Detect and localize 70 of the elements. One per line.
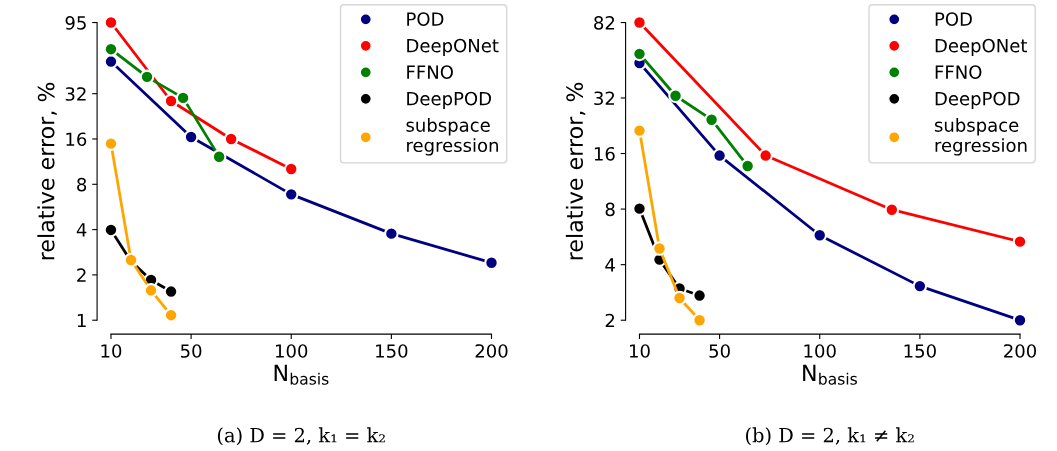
legend-label: subspace regression — [406, 117, 498, 156]
x-tick-label: 10 — [629, 344, 650, 358]
point — [668, 88, 683, 104]
point — [283, 187, 299, 202]
point — [283, 161, 299, 177]
point — [712, 148, 727, 163]
point — [163, 93, 179, 109]
y-tick-label: 82 — [594, 16, 615, 30]
y-tick-label: 4 — [76, 223, 87, 237]
y-tick-label: 16 — [66, 132, 87, 147]
legend-label: FFNO — [935, 65, 982, 79]
point — [163, 284, 179, 299]
y-tick-label: 8 — [605, 202, 615, 217]
point — [103, 222, 119, 238]
point — [103, 15, 119, 30]
x-tick-label: 50 — [181, 344, 202, 358]
x-tick-label: 50 — [709, 344, 730, 358]
x-tick-label: 150 — [376, 344, 408, 358]
y-tick-label: 95 — [65, 16, 86, 30]
x-tick-label: 200 — [475, 344, 508, 358]
legend-label: POD — [935, 12, 972, 26]
y-tick-label: 2 — [77, 268, 86, 282]
legend-label: POD — [407, 12, 444, 26]
legend-label: subspace regression — [934, 117, 1027, 156]
legend-label: DeepPOD — [407, 91, 491, 109]
y-tick-label: 4 — [605, 258, 615, 272]
point — [632, 123, 647, 138]
point — [384, 226, 399, 241]
point — [1012, 234, 1028, 249]
point — [692, 288, 707, 303]
x-tick-label: 100 — [275, 344, 308, 358]
y-tick-label: 8 — [77, 177, 87, 192]
point — [692, 312, 707, 328]
y-axis-title: relative error, % — [37, 82, 57, 260]
x-tick-label: 100 — [804, 344, 836, 358]
legend-label: DeepONet — [407, 38, 499, 56]
point — [183, 129, 199, 145]
x-tick-label: 150 — [904, 344, 936, 358]
y-tick-label: 16 — [594, 146, 615, 161]
point — [143, 283, 159, 298]
point — [652, 241, 667, 256]
point — [632, 46, 647, 62]
legend-label: DeepPOD — [935, 91, 1020, 109]
y-tick-label: 2 — [605, 313, 615, 328]
point — [175, 90, 191, 106]
point — [884, 202, 900, 217]
point — [211, 149, 227, 164]
y-axis-title: relative error, % — [565, 82, 586, 260]
point — [163, 307, 179, 323]
point — [632, 201, 647, 216]
text: (a) D = 2, k₁ = k₂ — [217, 427, 385, 446]
x-tick-label: 200 — [1004, 344, 1037, 358]
point — [632, 15, 647, 30]
x-tick-label: 10 — [101, 344, 122, 358]
text: (b) D = 2, k₁ ≠ k₂ — [745, 427, 914, 446]
x-axis-title: N$_{basis}$ — [803, 364, 857, 385]
point — [758, 148, 773, 163]
point — [704, 112, 719, 127]
point — [103, 136, 119, 151]
legend-label: FFNO — [407, 65, 453, 79]
point — [740, 158, 755, 174]
y-tick-label: 1 — [77, 313, 86, 328]
x-axis-title: N$_{basis}$ — [274, 364, 329, 385]
y-tick-label: 32 — [65, 87, 86, 101]
point — [103, 54, 119, 69]
point — [223, 131, 239, 147]
y-tick-label: 32 — [594, 91, 615, 106]
point — [484, 255, 499, 270]
point — [672, 290, 687, 306]
legend-label: DeepONet — [935, 38, 1028, 56]
